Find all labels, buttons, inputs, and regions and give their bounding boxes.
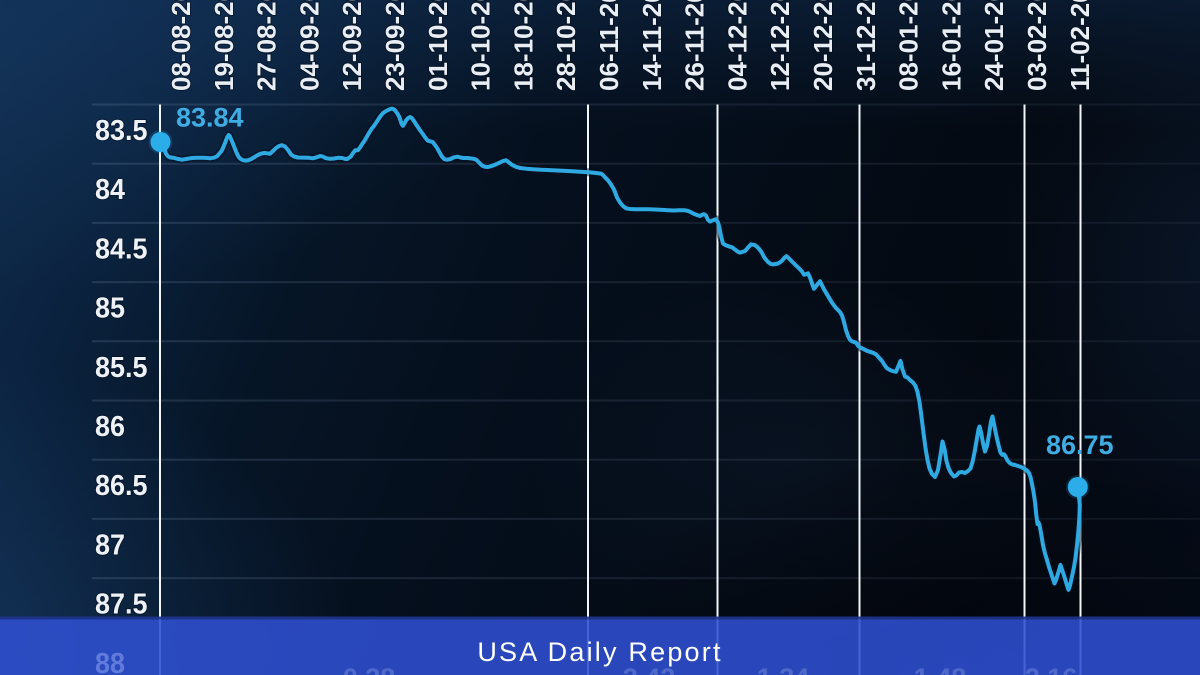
svg-text:19-08-2013: 19-08-2013 xyxy=(209,0,239,91)
svg-text:USA Daily Report: USA Daily Report xyxy=(477,637,722,667)
svg-text:1.34: 1.34 xyxy=(757,663,810,675)
svg-text:01-10-2013: 01-10-2013 xyxy=(423,0,453,91)
svg-text:87: 87 xyxy=(95,529,125,561)
svg-text:1.48: 1.48 xyxy=(914,663,967,675)
svg-text:18-10-2013: 18-10-2013 xyxy=(508,0,538,91)
svg-text:83.84: 83.84 xyxy=(176,103,244,133)
svg-text:88: 88 xyxy=(95,647,125,675)
svg-text:06-11-2013: 06-11-2013 xyxy=(594,0,624,91)
svg-text:23-09-2013: 23-09-2013 xyxy=(380,0,410,91)
svg-text:27-08-2013: 27-08-2013 xyxy=(252,0,282,91)
svg-text:0.28: 0.28 xyxy=(343,663,396,675)
svg-text:12-12-2013: 12-12-2013 xyxy=(765,0,795,91)
svg-text:24-01-2014: 24-01-2014 xyxy=(979,0,1009,91)
svg-text:86.75: 86.75 xyxy=(1046,430,1114,460)
svg-text:84: 84 xyxy=(95,173,125,205)
svg-text:85.5: 85.5 xyxy=(95,351,147,383)
svg-text:20-12-2013: 20-12-2013 xyxy=(808,0,838,91)
svg-text:26-11-2013: 26-11-2013 xyxy=(680,0,710,91)
svg-text:04-12-2013: 04-12-2013 xyxy=(722,0,752,91)
svg-text:10-10-2013: 10-10-2013 xyxy=(466,0,496,91)
svg-text:86.5: 86.5 xyxy=(95,469,147,501)
svg-text:84.5: 84.5 xyxy=(95,233,147,265)
svg-text:08-08-2013: 08-08-2013 xyxy=(166,0,196,91)
svg-text:14-11-2013: 14-11-2013 xyxy=(637,0,667,91)
svg-text:11-02-2014: 11-02-2014 xyxy=(1065,0,1095,91)
svg-text:86: 86 xyxy=(95,410,125,442)
svg-text:31-12-2013: 31-12-2013 xyxy=(851,0,881,91)
svg-text:08-01-2014: 08-01-2014 xyxy=(894,0,924,91)
svg-text:04-09-2013: 04-09-2013 xyxy=(294,0,324,91)
svg-text:16-01-2014: 16-01-2014 xyxy=(936,0,966,91)
svg-text:2.16: 2.16 xyxy=(1025,663,1078,675)
svg-text:12-09-2013: 12-09-2013 xyxy=(337,0,367,91)
svg-text:03-02-2014: 03-02-2014 xyxy=(1022,0,1052,91)
svg-text:85: 85 xyxy=(95,292,125,324)
svg-text:83.5: 83.5 xyxy=(95,114,147,146)
svg-text:87.5: 87.5 xyxy=(95,588,147,620)
svg-text:2.42: 2.42 xyxy=(623,663,676,675)
svg-text:28-10-2013: 28-10-2013 xyxy=(551,0,581,91)
